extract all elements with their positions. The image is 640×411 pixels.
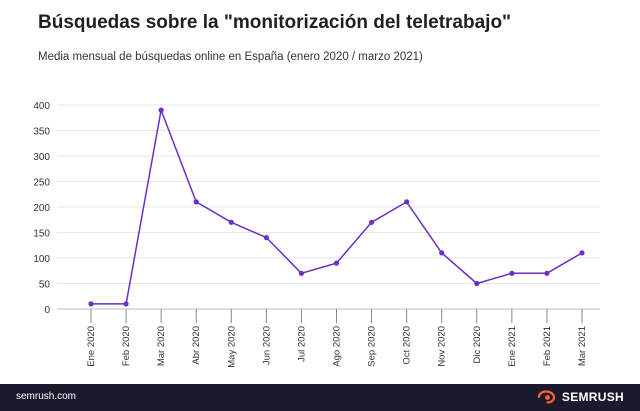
y-tick-label: 400 <box>33 101 50 112</box>
x-tick-label: Sep 2020 <box>367 326 378 367</box>
x-tick-label: Feb 2021 <box>542 326 553 366</box>
x-tick-label: Abr 2020 <box>191 326 202 365</box>
data-point[interactable] <box>193 199 199 205</box>
brand-logo[interactable]: SEMRUSH <box>537 390 624 404</box>
x-tick-label: Ene 2020 <box>86 326 97 367</box>
line-chart: 0 50 100 150 200 250 300 350 400 Ene 2020 Feb 202… <box>33 101 600 368</box>
y-tick-label: 300 <box>33 152 50 163</box>
x-tick-label: Ene 2021 <box>507 326 518 367</box>
semrush-flame-icon <box>537 390 555 404</box>
x-axis-ticks: Ene 2020 Feb 2020 Mar 2020 Abr 2020 May 2020… <box>86 309 588 368</box>
gridlines <box>57 104 600 284</box>
x-tick-label: Mar 2020 <box>156 326 167 366</box>
x-tick-label: Nov 2020 <box>437 326 448 367</box>
data-point[interactable] <box>404 199 410 205</box>
data-point[interactable] <box>544 270 550 276</box>
y-tick-label: 150 <box>33 229 50 240</box>
data-point[interactable] <box>263 235 269 241</box>
data-point[interactable] <box>474 280 480 287</box>
data-point[interactable] <box>333 260 340 266</box>
x-tick-label: Jul 2020 <box>296 326 307 362</box>
brand-name: SEMRUSH <box>561 390 624 404</box>
data-point[interactable] <box>509 270 515 276</box>
data-point[interactable] <box>368 219 375 225</box>
x-tick-label: Feb 2020 <box>121 326 132 366</box>
data-point[interactable] <box>298 270 305 276</box>
data-point[interactable] <box>123 301 129 307</box>
x-tick-label: Jun 2020 <box>261 326 272 365</box>
y-tick-label: 0 <box>44 305 50 316</box>
chart-subtitle: Media mensual de búsquedas online en Esp… <box>38 51 423 63</box>
x-tick-label: Ago 2020 <box>332 326 343 367</box>
data-point[interactable] <box>88 301 94 307</box>
y-tick-label: 350 <box>33 127 50 138</box>
series <box>88 107 585 307</box>
data-point[interactable] <box>228 219 234 225</box>
data-point[interactable] <box>579 250 585 256</box>
y-tick-label: 250 <box>33 178 50 189</box>
footer-url[interactable]: semrush.com <box>16 391 77 402</box>
y-tick-label: 200 <box>33 203 50 214</box>
chart-title: Búsquedas sobre la "monitorización del t… <box>38 12 512 33</box>
x-tick-label: Dic 2020 <box>472 326 483 364</box>
x-tick-label: Mar 2021 <box>577 326 588 366</box>
y-axis-ticks: 0 50 100 150 200 250 300 350 400 <box>33 101 50 316</box>
x-tick-label: May 2020 <box>226 326 237 368</box>
y-tick-label: 100 <box>33 254 50 265</box>
x-tick-label: Oct 2020 <box>402 326 413 365</box>
data-point[interactable] <box>158 107 164 113</box>
y-tick-label: 50 <box>39 280 51 291</box>
footer-bar: semrush.com SEMRUSH <box>0 384 640 411</box>
data-point[interactable] <box>439 250 445 256</box>
